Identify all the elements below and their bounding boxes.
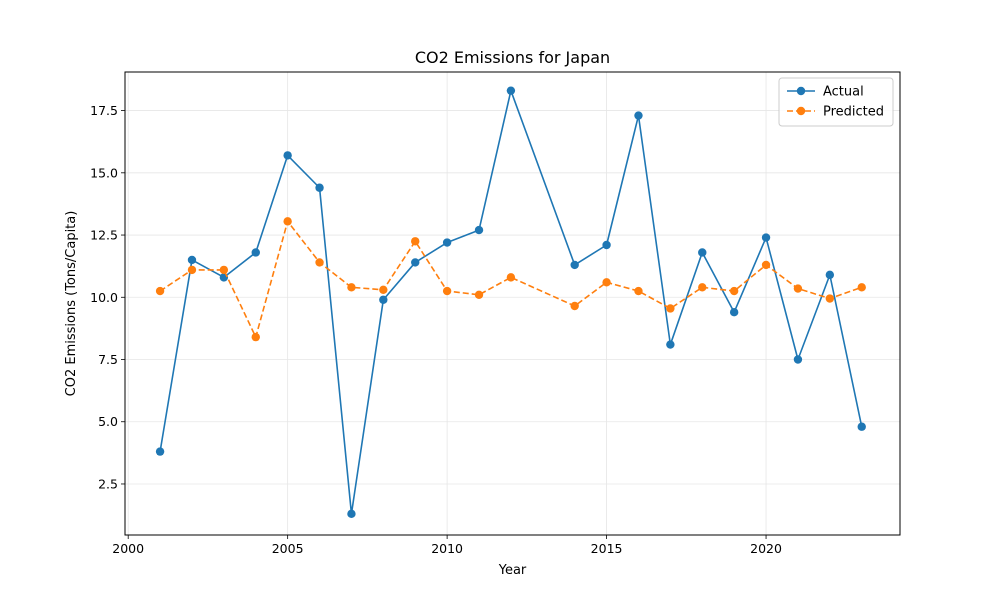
data-point	[570, 301, 579, 311]
data-point	[315, 258, 324, 267]
data-point	[634, 111, 643, 120]
data-point	[347, 283, 356, 292]
data-point	[251, 248, 260, 257]
data-point	[857, 422, 866, 431]
data-point	[729, 308, 739, 317]
y-tick-label: 15.0	[90, 165, 118, 180]
data-point	[155, 286, 165, 296]
data-point	[698, 283, 707, 292]
data-point	[379, 285, 388, 295]
data-point	[825, 270, 835, 280]
data-point	[474, 225, 484, 235]
y-tick-label: 5.0	[98, 414, 118, 429]
series-layer	[155, 86, 866, 519]
y-tick-label: 10.0	[90, 290, 118, 305]
y-tick-label: 12.5	[90, 228, 118, 243]
x-tick-label: 2015	[591, 541, 623, 556]
data-point	[155, 447, 165, 456]
data-point	[506, 273, 516, 282]
data-point	[602, 240, 611, 250]
data-point	[283, 217, 292, 226]
x-tick-label: 2000	[112, 541, 144, 556]
data-point	[411, 258, 420, 267]
data-point	[857, 283, 866, 292]
legend-item-actual: Actual	[787, 85, 864, 100]
data-point	[570, 260, 579, 270]
data-point	[251, 332, 260, 342]
data-point	[347, 509, 356, 519]
data-point	[761, 233, 771, 242]
series-line-actual	[159, 89, 863, 515]
data-point	[666, 340, 675, 349]
data-point	[219, 265, 229, 275]
data-point	[634, 286, 643, 296]
legend-marker	[796, 106, 806, 116]
data-point	[698, 248, 707, 257]
data-point	[825, 294, 835, 303]
data-point	[506, 86, 516, 95]
data-point	[474, 290, 484, 299]
plot-frame	[124, 71, 901, 536]
grid	[125, 72, 900, 535]
y-tick-label: 2.5	[98, 476, 118, 491]
data-point	[442, 238, 452, 247]
legend-item-predicted: Predicted	[787, 105, 884, 120]
data-point	[315, 183, 324, 192]
legend-label: Predicted	[823, 105, 884, 120]
data-point	[761, 260, 771, 270]
data-point	[666, 304, 675, 313]
x-tick-label: 2020	[750, 541, 782, 556]
data-point	[379, 295, 388, 304]
x-axis-label: Year	[498, 563, 527, 578]
series-predicted	[155, 217, 866, 342]
axis-ticks: 2000 2005 2010 2015 2020 2.5 5.0 7.5 10.0 12.5 15.…	[90, 103, 782, 556]
legend-label: Actual	[823, 85, 864, 100]
data-point	[283, 151, 292, 160]
series-actual	[155, 86, 866, 519]
data-point	[187, 265, 197, 275]
data-point	[411, 237, 420, 246]
data-point	[442, 286, 452, 296]
y-tick-label: 7.5	[98, 352, 118, 367]
x-tick-label: 2005	[272, 541, 304, 556]
legend-box	[778, 77, 894, 127]
data-point	[729, 286, 739, 296]
chart-title: CO2 Emissions for Japan	[415, 48, 610, 67]
data-point	[793, 284, 803, 293]
legend-marker	[796, 86, 806, 96]
y-axis-label: CO2 Emissions (Tons/Capita)	[64, 211, 79, 397]
x-tick-label: 2010	[431, 541, 463, 556]
data-point	[793, 355, 803, 364]
data-point	[602, 278, 611, 287]
legend: Actual Predicted	[778, 77, 894, 127]
y-tick-label: 17.5	[90, 103, 118, 118]
data-point	[187, 255, 197, 265]
